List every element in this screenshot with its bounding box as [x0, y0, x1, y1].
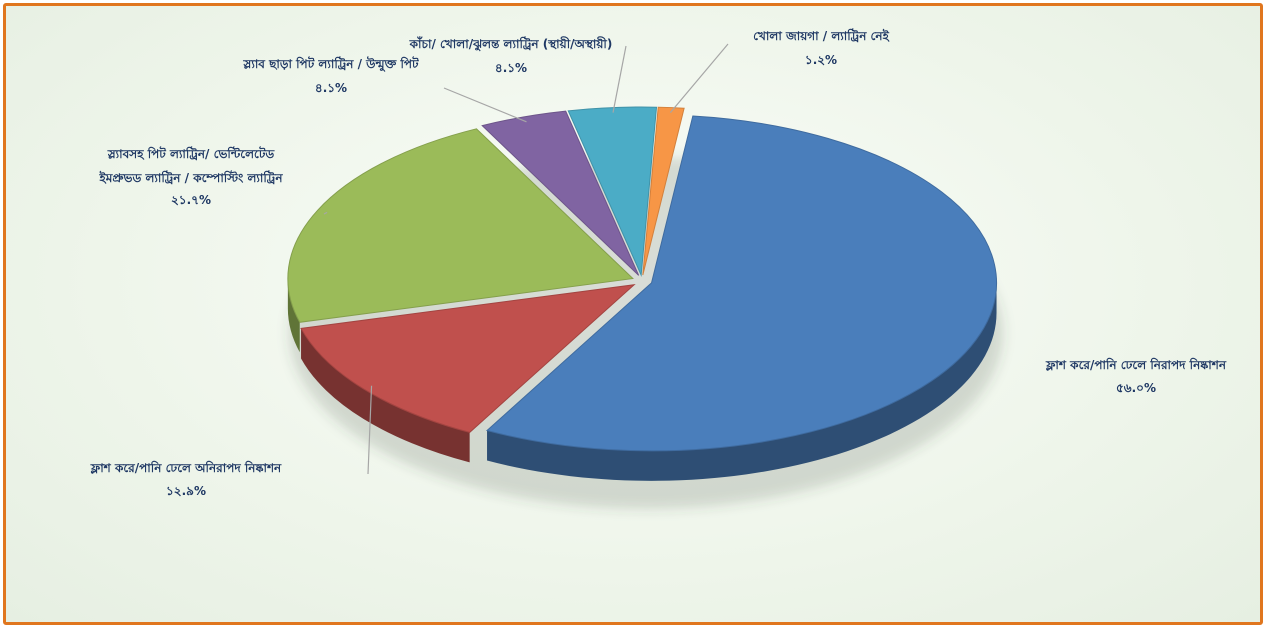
value-hanging: ৪.১% — [495, 61, 527, 75]
value-safe-flush: ৫৬.০% — [1116, 381, 1156, 395]
leader-line-pit-no-slab — [443, 87, 527, 123]
slice-side-pit-slab — [287, 278, 300, 353]
slice-safe-flush — [486, 115, 997, 452]
slice-label-hanging: কাঁচা/ খোলা/ঝুলন্ত ল্যাট্রিন (স্থায়ী/অস… — [409, 36, 613, 75]
slice-label-open-space: খোলা জায়গা / ল্যাট্রিন নেই ১.২% — [753, 28, 889, 67]
slice-pit-no-slab — [481, 110, 640, 276]
leader-line-open-space — [669, 43, 729, 113]
slice-label-pit-slab: স্ল্যাবসহ পিট ল্যাট্রিন/ ভেন্টিলেটেড ইমপ… — [98, 146, 283, 207]
leader-line-unsafe-flush — [367, 385, 373, 475]
label-safe-flush: ফ্লাশ করে/পানি ঢেলে নিরাপদ নিষ্কাশন — [1045, 357, 1227, 372]
slice-hanging — [567, 106, 658, 277]
value-open-space: ১.২% — [805, 53, 837, 67]
leader-line-pit-slab — [323, 211, 328, 215]
slice-unsafe-flush — [300, 284, 636, 433]
slice-open-space — [642, 106, 685, 276]
slice-pit-slab — [287, 128, 634, 323]
label-pit-slab-line2: ইমপ্রুভড ল্যাট্রিন / কম্পোস্টিং ল্যাট্রি… — [98, 170, 283, 185]
pie-chart: ফ্লাশ করে/পানি ঢেলে নিরাপদ নিষ্কাশন ৫৬.০… — [90, 28, 1227, 509]
slice-label-safe-flush: ফ্লাশ করে/পানি ঢেলে নিরাপদ নিষ্কাশন ৫৬.০… — [1045, 357, 1227, 395]
value-unsafe-flush: ১২.৯% — [166, 484, 206, 498]
value-pit-slab: ২১.৭% — [171, 193, 211, 207]
slice-label-pit-no-slab: স্ল্যাব ছাড়া পিট ল্যাট্রিন / উন্মুক্ত প… — [242, 56, 419, 95]
value-pit-no-slab: ৪.১% — [315, 81, 347, 95]
label-unsafe-flush: ফ্লাশ করে/পানি ঢেলে অনিরাপদ নিষ্কাশন — [90, 460, 282, 475]
slice-side-unsafe-flush — [301, 328, 470, 463]
label-open-space: খোলা জায়গা / ল্যাট্রিন নেই — [753, 28, 889, 43]
slice-label-unsafe-flush: ফ্লাশ করে/পানি ঢেলে অনিরাপদ নিষ্কাশন ১২.… — [90, 460, 282, 498]
label-hanging: কাঁচা/ খোলা/ঝুলন্ত ল্যাট্রিন (স্থায়ী/অস… — [409, 36, 613, 53]
leader-line-hanging — [612, 45, 627, 113]
slice-side-safe-flush — [487, 282, 997, 481]
label-pit-slab-line1: স্ল্যাবসহ পিট ল্যাট্রিন/ ভেন্টিলেটেড — [107, 146, 276, 161]
chart-frame: ফ্লাশ করে/পানি ঢেলে নিরাপদ নিষ্কাশন ৫৬.০… — [3, 3, 1263, 625]
label-pit-no-slab: স্ল্যাব ছাড়া পিট ল্যাট্রিন / উন্মুক্ত প… — [242, 56, 419, 73]
